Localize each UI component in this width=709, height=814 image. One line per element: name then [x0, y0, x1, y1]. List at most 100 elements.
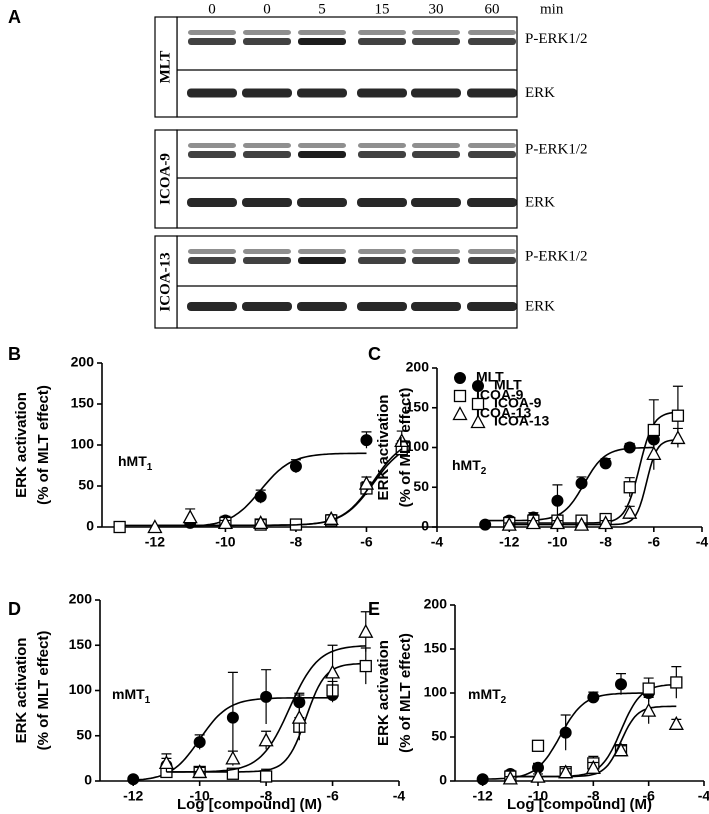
band — [187, 88, 237, 98]
time-unit: min — [540, 1, 564, 17]
band — [412, 257, 460, 264]
marker — [501, 516, 517, 531]
band — [358, 257, 406, 264]
legend-label: ICOA-13 — [494, 413, 549, 429]
x-tick-label: -10 — [528, 788, 548, 804]
marker — [615, 678, 627, 691]
time-label: 60 — [485, 1, 500, 17]
marker — [193, 736, 206, 749]
x-tick-label: -6 — [360, 534, 373, 550]
annotation-subscript: 1 — [145, 695, 151, 706]
band — [358, 151, 406, 158]
y-tick-label: 50 — [413, 478, 429, 494]
band — [188, 30, 236, 35]
marker — [558, 764, 574, 779]
annotation-text: hMT — [452, 457, 481, 473]
y-axis-label: ERK activation — [375, 395, 392, 501]
marker — [587, 691, 600, 704]
marker — [192, 764, 208, 779]
y-tick-label: 200 — [406, 359, 430, 375]
legend-label: MLT — [494, 377, 522, 393]
x-axis-label: Log [compound] (M) — [177, 796, 322, 813]
y-tick-label: 0 — [439, 772, 447, 788]
marker — [551, 494, 564, 507]
band — [188, 143, 236, 148]
band — [412, 143, 460, 148]
band — [468, 30, 516, 35]
band — [188, 249, 236, 254]
marker — [217, 515, 234, 530]
band — [467, 88, 517, 98]
marker — [671, 409, 685, 422]
marker — [254, 490, 267, 503]
marker — [559, 726, 572, 739]
group-label: ICOA-13 — [157, 252, 173, 311]
band — [358, 143, 406, 148]
marker — [647, 423, 660, 437]
row-label: P-ERK1/2 — [525, 248, 588, 264]
marker — [226, 767, 240, 780]
marker — [324, 664, 341, 679]
band — [188, 38, 236, 45]
marker — [502, 770, 518, 785]
annotation: mMT2 — [468, 686, 507, 706]
marker — [226, 711, 239, 724]
legend-marker — [453, 389, 467, 403]
marker — [623, 481, 636, 494]
x-tick-label: -4 — [698, 788, 709, 804]
annotation-text: hMT — [118, 453, 147, 469]
x-tick-label: -8 — [290, 534, 303, 550]
band — [188, 151, 236, 158]
band — [298, 151, 346, 158]
band — [298, 257, 346, 264]
marker — [289, 460, 302, 473]
marker — [573, 516, 590, 531]
x-tick-label: -12 — [145, 534, 165, 550]
y-tick-label: 0 — [421, 518, 429, 534]
legend-label: ICOA-9 — [476, 387, 524, 403]
band — [242, 198, 292, 207]
annotation-subscript: 1 — [147, 462, 153, 473]
panel-label: E — [368, 599, 380, 619]
band — [242, 302, 292, 311]
panel-label: D — [8, 599, 21, 619]
time-label: 0 — [263, 1, 271, 17]
band — [467, 302, 517, 311]
x-tick-label: -12 — [473, 788, 493, 804]
marker — [599, 457, 612, 470]
y-axis-label: ERK activation — [13, 638, 30, 744]
x-tick-label: -6 — [648, 534, 661, 550]
band — [411, 302, 461, 311]
marker — [323, 510, 339, 525]
annotation-text: mMT — [468, 686, 501, 702]
marker — [641, 702, 657, 717]
annotation: hMT1 — [118, 453, 153, 473]
annotation-subscript: 2 — [481, 466, 487, 477]
band — [411, 198, 461, 207]
y-tick-label: 150 — [406, 398, 430, 414]
annotation: mMT1 — [112, 686, 151, 706]
group-label-box — [154, 129, 178, 229]
marker — [613, 742, 629, 757]
y-tick-label: 200 — [424, 596, 448, 612]
marker — [585, 759, 601, 774]
x-tick-label: -4 — [431, 534, 444, 550]
band — [298, 143, 346, 148]
y-tick-label: 200 — [71, 354, 95, 370]
y-tick-label: 50 — [431, 728, 447, 744]
y-tick-label: 100 — [69, 681, 93, 697]
row-label: ERK — [525, 85, 555, 101]
time-label: 5 — [318, 1, 326, 17]
marker — [158, 755, 175, 770]
time-label: 15 — [375, 1, 390, 17]
panel-label: C — [368, 344, 381, 364]
marker — [530, 768, 546, 783]
annotation-text: mMT — [112, 686, 145, 702]
marker — [225, 750, 241, 765]
annotation-subscript: 2 — [501, 695, 507, 706]
x-tick-label: -8 — [599, 534, 612, 550]
y-tick-label: 200 — [69, 591, 93, 607]
marker — [127, 773, 140, 786]
band — [187, 302, 237, 311]
band — [243, 257, 291, 264]
